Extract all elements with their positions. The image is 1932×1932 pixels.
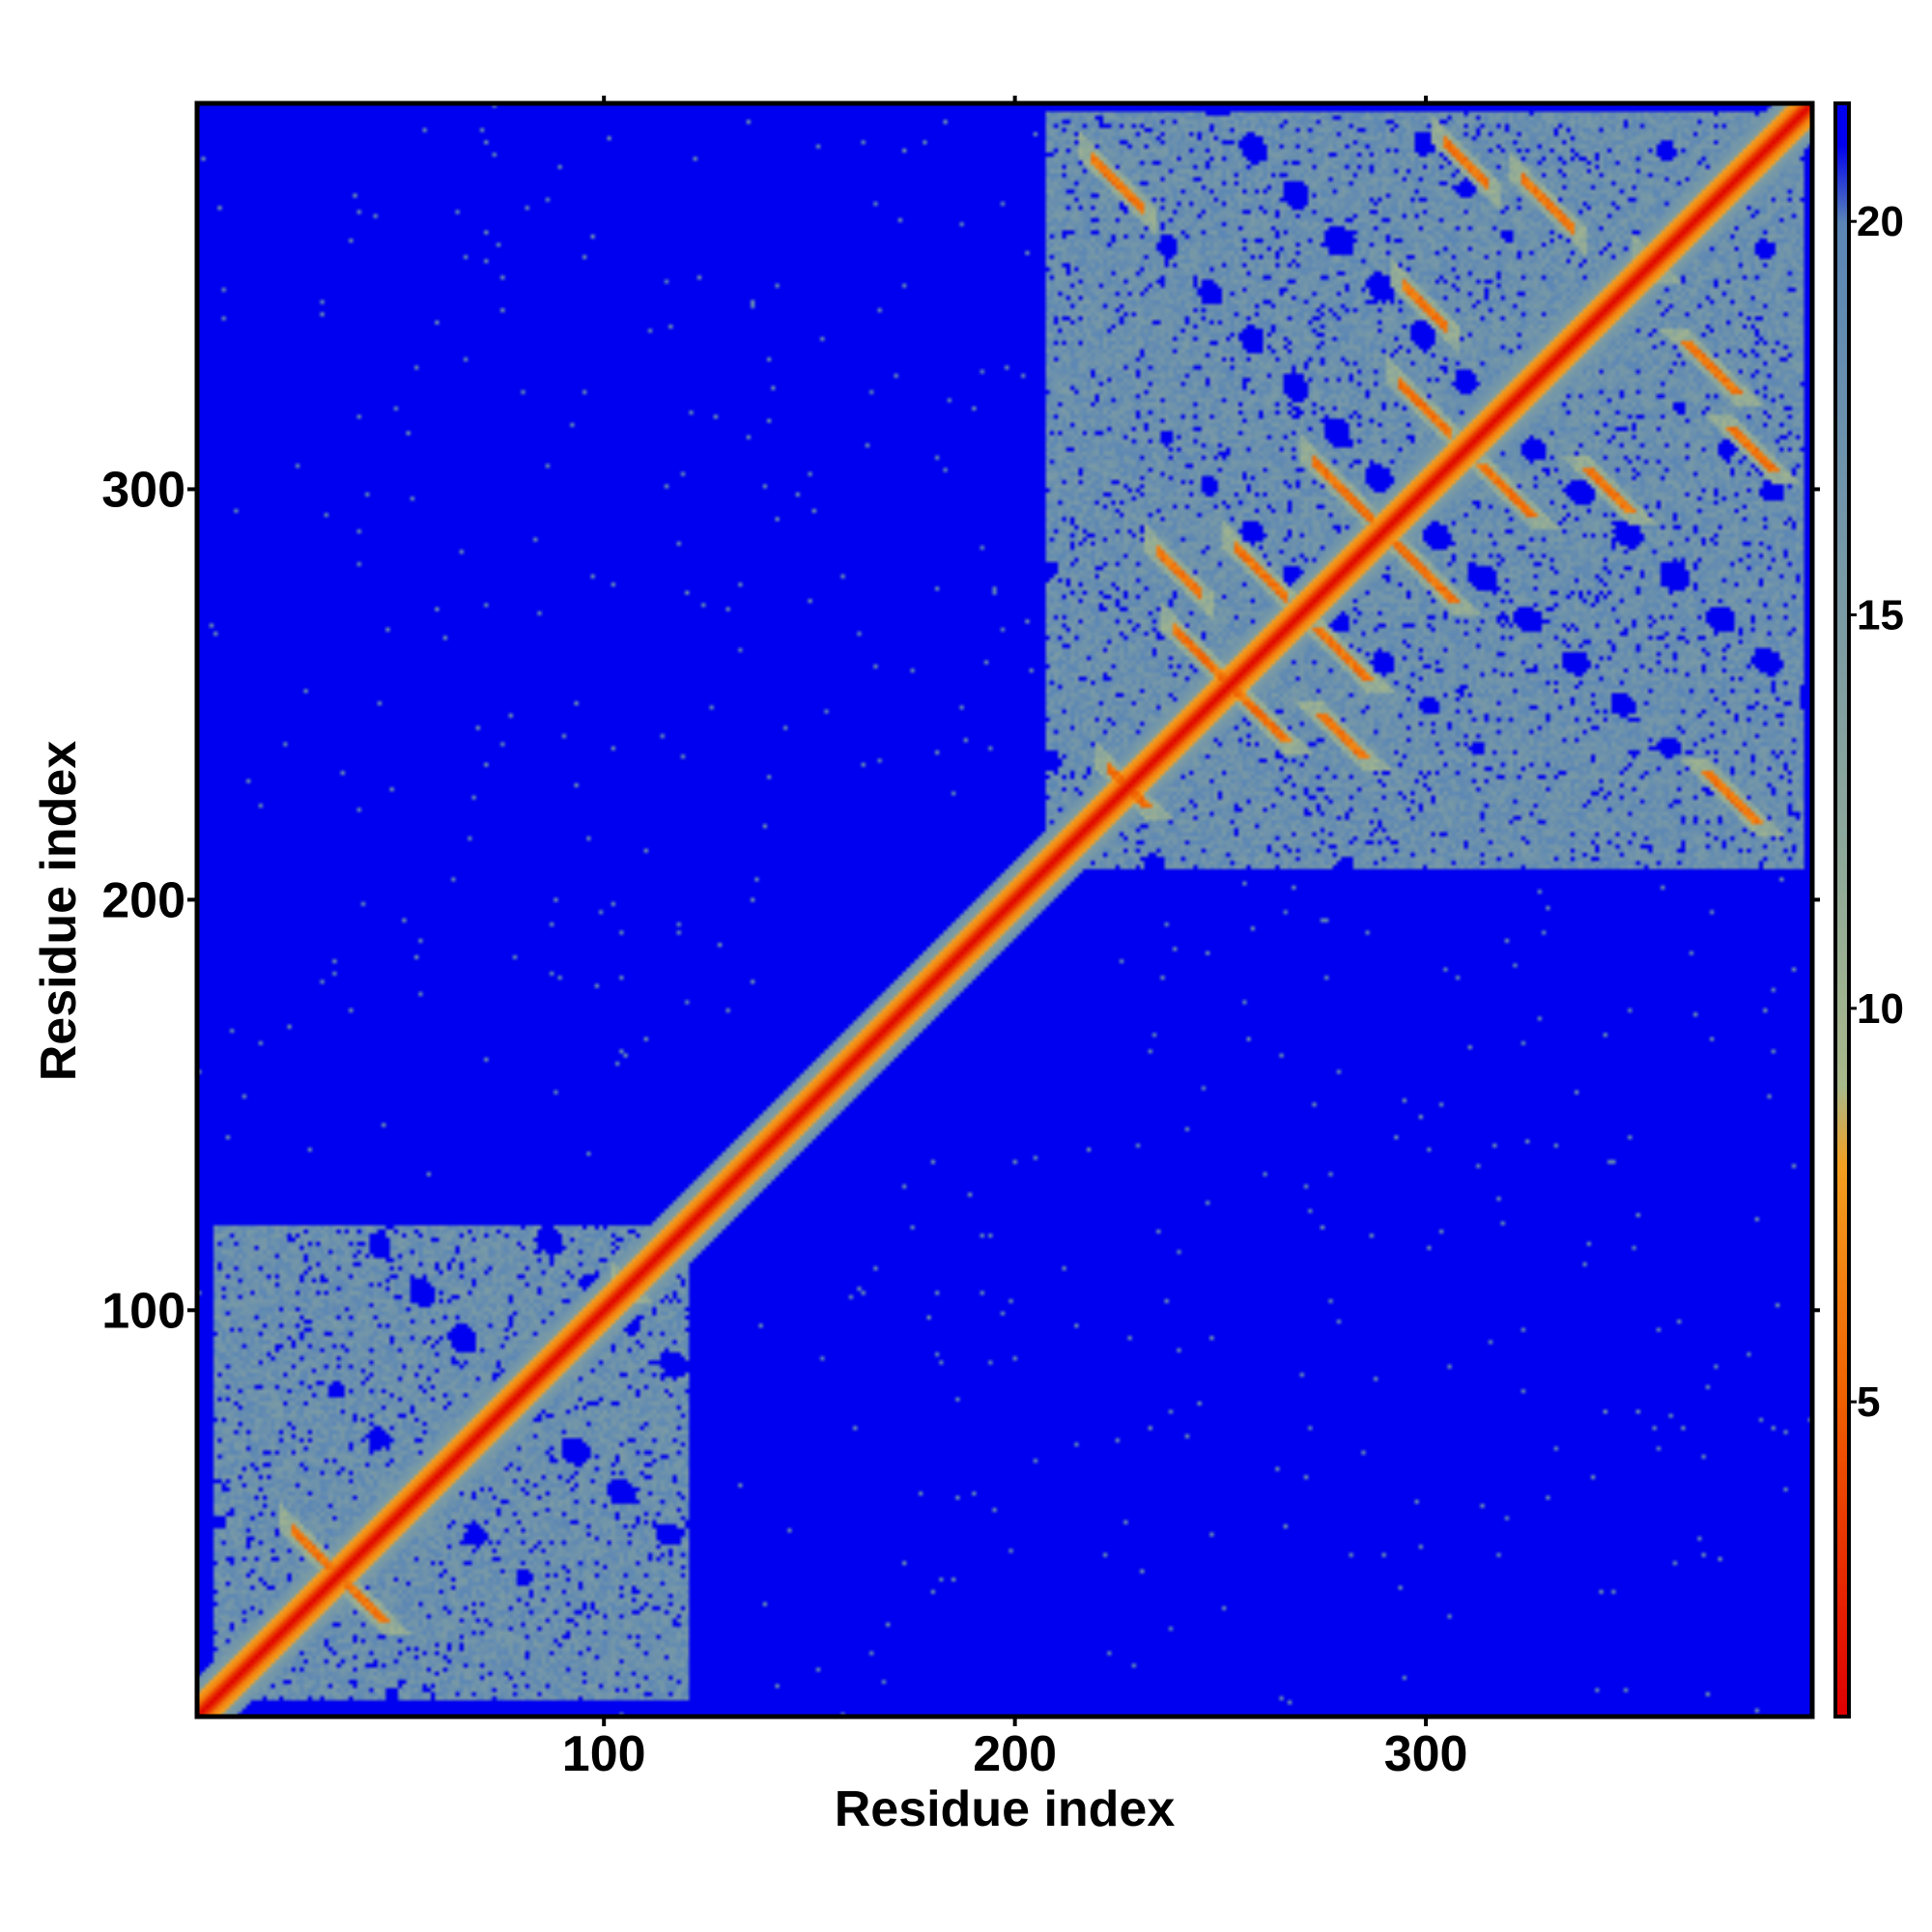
- y-axis-title: Residue index: [31, 741, 87, 1082]
- x-tick-label: 200: [973, 1726, 1057, 1782]
- colorbar-gradient: [1835, 103, 1849, 1717]
- y-tick-label: 200: [101, 872, 185, 928]
- x-axis-title: Residue index: [835, 1781, 1176, 1837]
- x-axis-ticks: 100 200 300: [562, 96, 1468, 1782]
- y-tick-label: 300: [101, 462, 185, 518]
- heatmap-plot-area: [197, 103, 1812, 1717]
- x-tick-label: 300: [1384, 1726, 1468, 1782]
- y-tick-label: 100: [101, 1283, 185, 1339]
- colorbar-tick-label: 5: [1857, 1378, 1880, 1426]
- colorbar-tick-label: 15: [1857, 592, 1904, 639]
- colorbar-frame: [1833, 101, 1851, 1719]
- x-tick-label: 100: [562, 1726, 646, 1782]
- colorbar-ticks: 5 10 15 20: [1849, 198, 1904, 1426]
- colorbar-tick-label: 20: [1857, 198, 1904, 245]
- plot-frame: [194, 100, 1815, 1719]
- colorbar-tick-label: 10: [1857, 985, 1904, 1033]
- y-axis-ticks: 100 200 300: [101, 462, 1820, 1339]
